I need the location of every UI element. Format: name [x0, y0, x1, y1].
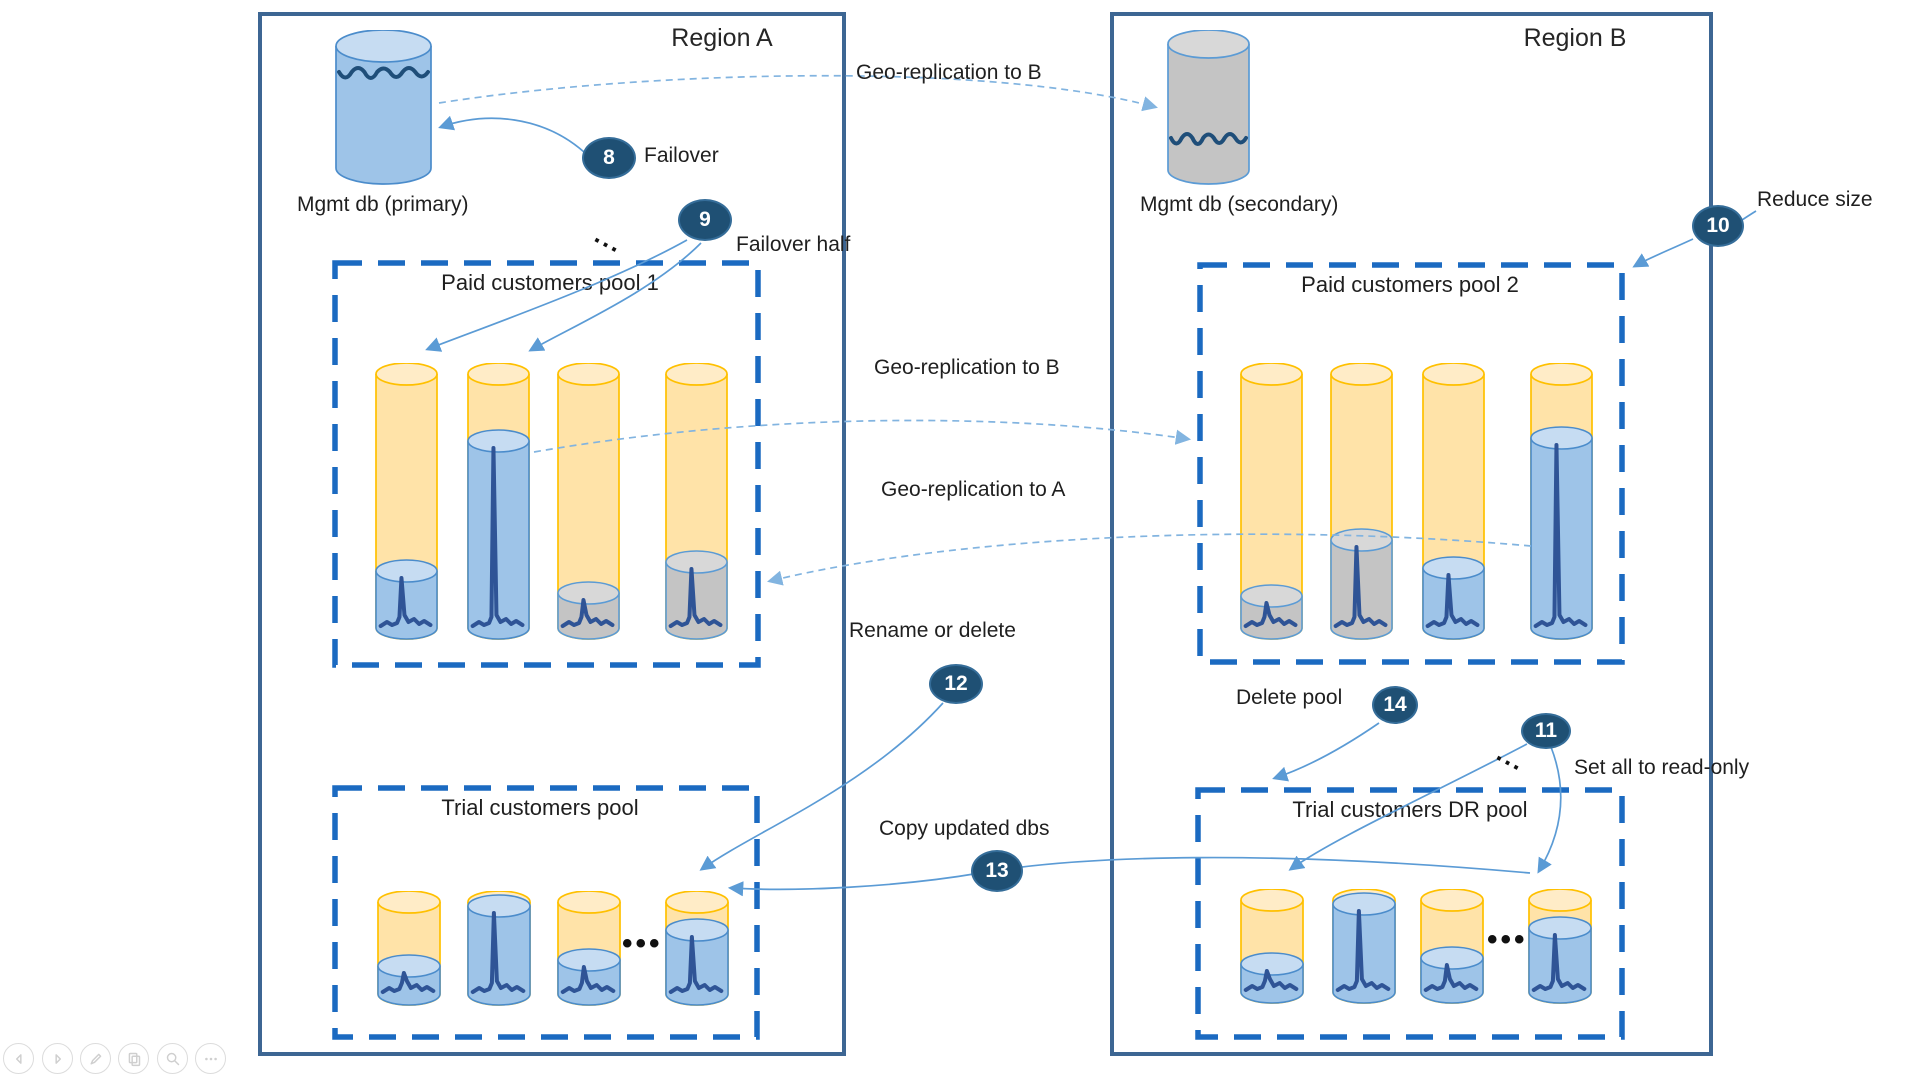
- step-badge-9: 9: [678, 199, 732, 241]
- trial-dr-pool-cylinder: [1240, 889, 1304, 1004]
- trial-pool-cylinder: [665, 891, 729, 1006]
- trial-dr-pool-cylinder: [1332, 889, 1396, 1004]
- zoom-slide-button[interactable]: [157, 1043, 188, 1074]
- reduce-size-connector: [1741, 210, 1757, 221]
- step-badge-12: 12: [929, 664, 983, 704]
- copy-slide-button[interactable]: [118, 1043, 149, 1074]
- paid-pool-1-cylinder: [665, 363, 728, 640]
- previous-slide-button[interactable]: [3, 1043, 34, 1074]
- pen-tool-button[interactable]: [80, 1043, 111, 1074]
- copy-icon: [128, 1052, 140, 1066]
- failover-label: Failover: [644, 144, 719, 167]
- mgmt-db-secondary-label: Mgmt db (secondary): [1140, 193, 1339, 216]
- paid-pool-1-cylinder: [557, 363, 620, 640]
- set-readonly-label: Set all to read-only: [1574, 756, 1750, 779]
- rename-delete-label: Rename or delete: [849, 619, 1016, 642]
- trial-dr-pool-title: Trial customers DR pool: [1292, 797, 1528, 822]
- copy-updated-dbs-label: Copy updated dbs: [879, 817, 1050, 840]
- trial-pool-cylinder: [377, 891, 441, 1006]
- paid-pool-2-title: Paid customers pool 2: [1301, 272, 1519, 297]
- arrow-left-icon: [15, 1053, 22, 1064]
- magnifier-icon: [166, 1052, 179, 1065]
- trial-dr-pool-ellipsis: •••: [1487, 923, 1528, 956]
- next-slide-button[interactable]: [42, 1043, 73, 1074]
- geo-replication-top-label: Geo-replication to B: [856, 61, 1042, 84]
- more-options-button[interactable]: [195, 1043, 226, 1074]
- trial-pool-title: Trial customers pool: [441, 795, 639, 820]
- failover-half-label: Failover half: [736, 233, 851, 256]
- paid-pool-2-cylinder: [1530, 363, 1593, 640]
- player-controls: [0, 1040, 240, 1076]
- step-badge-14: 14: [1372, 686, 1418, 724]
- step-badge-8: 8: [582, 137, 636, 179]
- paid-pool-2-cylinder: [1422, 363, 1485, 640]
- paid-pool-1-cylinder: [467, 363, 530, 640]
- paid-pool-2-cylinder: [1240, 363, 1303, 640]
- geo-replication-mid-label: Geo-replication to B: [874, 356, 1060, 379]
- region-b-title: Region B: [1523, 24, 1627, 52]
- pen-icon: [90, 1053, 101, 1064]
- paid-pool-1-title: Paid customers pool 1: [441, 270, 659, 295]
- mgmt-db-primary-cylinder: [335, 30, 432, 185]
- trial-pool-ellipsis: •••: [622, 927, 663, 960]
- trial-pool-cylinder: [467, 891, 531, 1006]
- delete-pool-label: Delete pool: [1236, 686, 1343, 709]
- paid-pool-2-cylinder: [1330, 363, 1393, 640]
- region-a-title: Region A: [671, 24, 773, 52]
- paid-pool-1-cylinder: [375, 363, 438, 640]
- trial-pool-cylinder: [557, 891, 621, 1006]
- geo-replication-a-label: Geo-replication to A: [881, 478, 1066, 501]
- step-badge-10: 10: [1692, 205, 1744, 247]
- arrow-right-icon: [54, 1053, 61, 1064]
- mgmt-db-primary-label: Mgmt db (primary): [297, 193, 469, 216]
- mgmt-db-secondary-cylinder: [1167, 30, 1250, 185]
- step-badge-11: 11: [1521, 713, 1571, 749]
- trial-dr-pool-cylinder: [1420, 889, 1484, 1004]
- step-badge-13: 13: [971, 850, 1023, 892]
- ellipsis-icon: [204, 1057, 217, 1060]
- trial-dr-pool-cylinder: [1528, 889, 1592, 1004]
- reduce-size-label: Reduce size: [1757, 188, 1873, 211]
